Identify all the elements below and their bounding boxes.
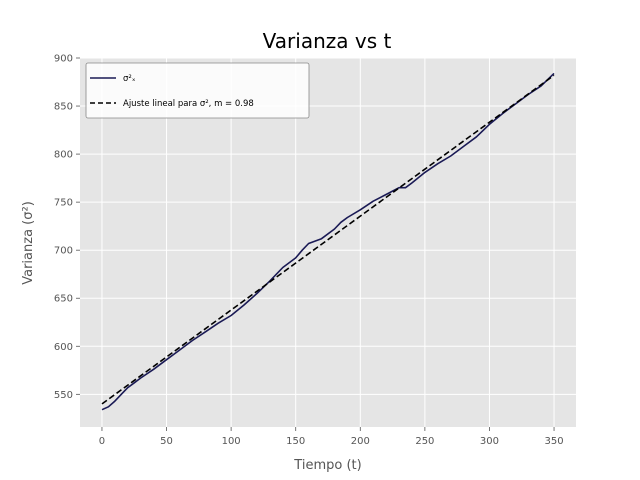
y-tick-label: 600: [54, 342, 73, 353]
x-tick-label: 100: [222, 436, 241, 447]
y-tick-label: 850: [54, 102, 73, 113]
axis-ticks: 0 50 100 150 200 250 300 350 550 600 650 700 750 800 8…: [54, 54, 564, 448]
x-tick-label: 250: [415, 436, 434, 447]
series-layer: [101, 72, 555, 411]
x-tick-label: 350: [544, 436, 563, 447]
grid: [80, 57, 576, 427]
legend: σ²ₓ Ajuste lineal para σ², m = 0.98: [85, 62, 310, 119]
chart-title: Varianza vs t: [263, 29, 392, 53]
y-tick-label: 550: [54, 390, 73, 401]
y-tick-label: 800: [54, 150, 73, 161]
y-tick-label: 700: [54, 246, 73, 257]
x-tick-label: 50: [160, 436, 173, 447]
legend-label-linear-fit: Ajuste lineal para σ², m = 0.98: [123, 99, 254, 109]
series-linear-fit-line: [101, 74, 555, 405]
x-tick-label: 150: [286, 436, 305, 447]
x-tick-label: 300: [480, 436, 499, 447]
y-tick-label: 900: [54, 54, 73, 65]
series-variance-line: [101, 72, 555, 411]
legend-box: [85, 62, 310, 119]
y-tick-label: 650: [54, 294, 73, 305]
legend-label-variance: σ²ₓ: [123, 74, 136, 84]
x-axis-label: Tiempo (t): [293, 458, 361, 473]
plot-background: [80, 58, 576, 427]
y-axis-label: Varianza (σ²): [21, 201, 36, 285]
x-tick-label: 0: [99, 436, 105, 447]
y-tick-label: 750: [54, 198, 73, 209]
x-tick-label: 200: [351, 436, 370, 447]
